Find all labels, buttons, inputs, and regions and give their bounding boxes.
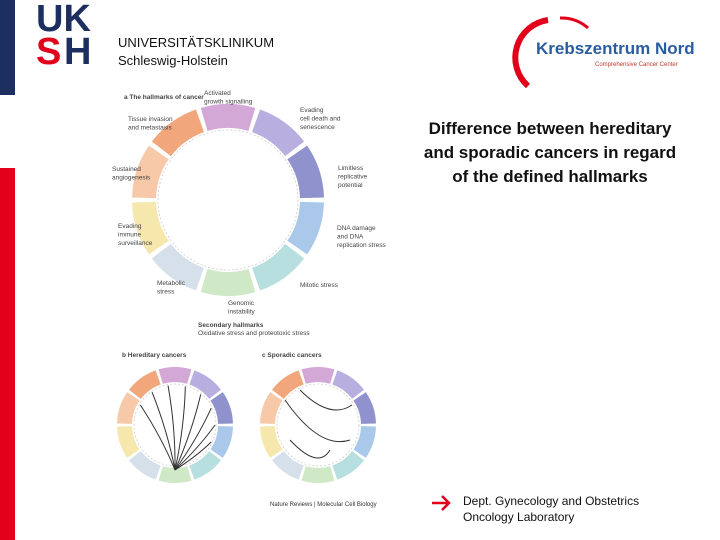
ring-segment [189, 451, 222, 480]
ring-segment [117, 426, 140, 458]
ring-segment [301, 367, 335, 384]
panel-title: c Sporadic cancers [262, 352, 322, 359]
hallmark-label: and DNA [337, 234, 364, 241]
partner-subtitle: Comprehensive Cancer Center [595, 62, 678, 68]
hallmark-label: DNA damage [337, 225, 376, 232]
hallmark-label: potential [338, 182, 363, 189]
logo-h: H [64, 31, 91, 73]
ring-segment [132, 145, 169, 199]
ring-segment [158, 466, 192, 483]
hallmark-label: replicative [338, 174, 368, 181]
ring-segment [271, 451, 304, 480]
slide-title: Difference between hereditary [429, 119, 672, 138]
ring-segment [353, 426, 376, 458]
partner-arc [512, 17, 549, 89]
hallmark-label: immune [118, 232, 142, 239]
hallmark-label: Limitless [338, 165, 364, 172]
hallmark-label: Tissue invasion [128, 116, 173, 123]
ring-segment [332, 370, 365, 399]
ring-segment [252, 243, 305, 291]
institution: Schleswig-Holstein [118, 53, 228, 68]
ring-segment [200, 269, 256, 296]
panel-title: b Hereditary cancers [122, 352, 187, 359]
hallmark-label: Sustained [112, 166, 141, 173]
ring-segment [301, 466, 335, 483]
ring-segment [287, 145, 324, 199]
footer-text: Dept. Gynecology and Obstetrics [463, 494, 639, 508]
ring-segment [210, 392, 233, 424]
side-bar-top [0, 0, 15, 95]
ring-segment [151, 243, 204, 291]
hallmark-label: cell death and [300, 116, 341, 123]
ring-segment [117, 392, 140, 424]
hallmark-label: and metastasis [128, 125, 172, 132]
figure: a The hallmarks of cancer Secondary hall… [112, 90, 387, 508]
logo-uk: UK [36, 0, 91, 40]
hallmark-label: replication stress [337, 242, 387, 249]
arrow-line [174, 424, 216, 471]
slide-title: of the defined hallmarks [452, 167, 648, 186]
hallmark-label: surveillance [118, 240, 153, 247]
side-bar-bottom [0, 168, 15, 540]
ring-segment [151, 109, 204, 157]
ring-segment [132, 201, 169, 255]
ring-segment [353, 392, 376, 424]
arrow-line [174, 407, 212, 471]
ring-inner [157, 129, 299, 271]
footer-text: Oncology Laboratory [463, 510, 574, 524]
arrow-line [289, 439, 331, 459]
ring-segment [260, 392, 283, 424]
ring-segment [332, 451, 365, 480]
ring-segment [252, 109, 305, 157]
arrow-line [151, 392, 176, 471]
ring-segment [158, 366, 192, 384]
ring-inner [276, 383, 360, 467]
hallmark-label: angiogenesis [112, 175, 151, 182]
panel-title: a The hallmarks of cancer [124, 94, 204, 101]
arrow-line [174, 441, 212, 471]
ring-segment [200, 104, 256, 131]
slide-title: and sporadic cancers in regard [424, 143, 676, 162]
ring-segment [189, 370, 222, 399]
ring-segment [287, 201, 324, 255]
secondary-title: Secondary hallmarks [198, 322, 264, 329]
hallmark-label: Mitotic stress [300, 282, 339, 289]
logo-s: S [36, 31, 61, 73]
arrow-line [284, 399, 351, 443]
partner-name: Krebszentrum Nord [536, 39, 695, 58]
figure-source: Nature Reviews | Molecular Cell Biology [270, 502, 377, 508]
arrow-line [299, 389, 353, 411]
arrow-line [167, 385, 176, 471]
ring-segment [271, 370, 304, 399]
arrow-icon [432, 495, 451, 511]
ring-segment [128, 370, 161, 399]
hallmark-label: senescence [300, 124, 335, 131]
arrow-line [139, 404, 176, 471]
hallmark-label: instability [228, 309, 255, 316]
institution: UNIVERSITÄTSKLINIKUM [118, 35, 274, 50]
hallmark-label: Evading [300, 107, 324, 114]
arrow-line [174, 394, 202, 471]
hallmark-label: stress [157, 289, 175, 296]
hallmark-label: Activated [204, 90, 231, 97]
hallmark-label: Genomic [228, 300, 255, 307]
ring-segment [210, 426, 233, 458]
secondary-text: Oxidative stress and proteotoxic stress [198, 330, 310, 337]
hallmark-label: Metabolic [157, 280, 186, 287]
ring-segment [128, 451, 161, 480]
ring-segment [260, 426, 283, 458]
partner-arc [559, 16, 589, 30]
arrow-line [174, 386, 186, 471]
hallmark-label: Evading [118, 223, 142, 230]
hallmark-label: growth signalling [204, 99, 253, 106]
